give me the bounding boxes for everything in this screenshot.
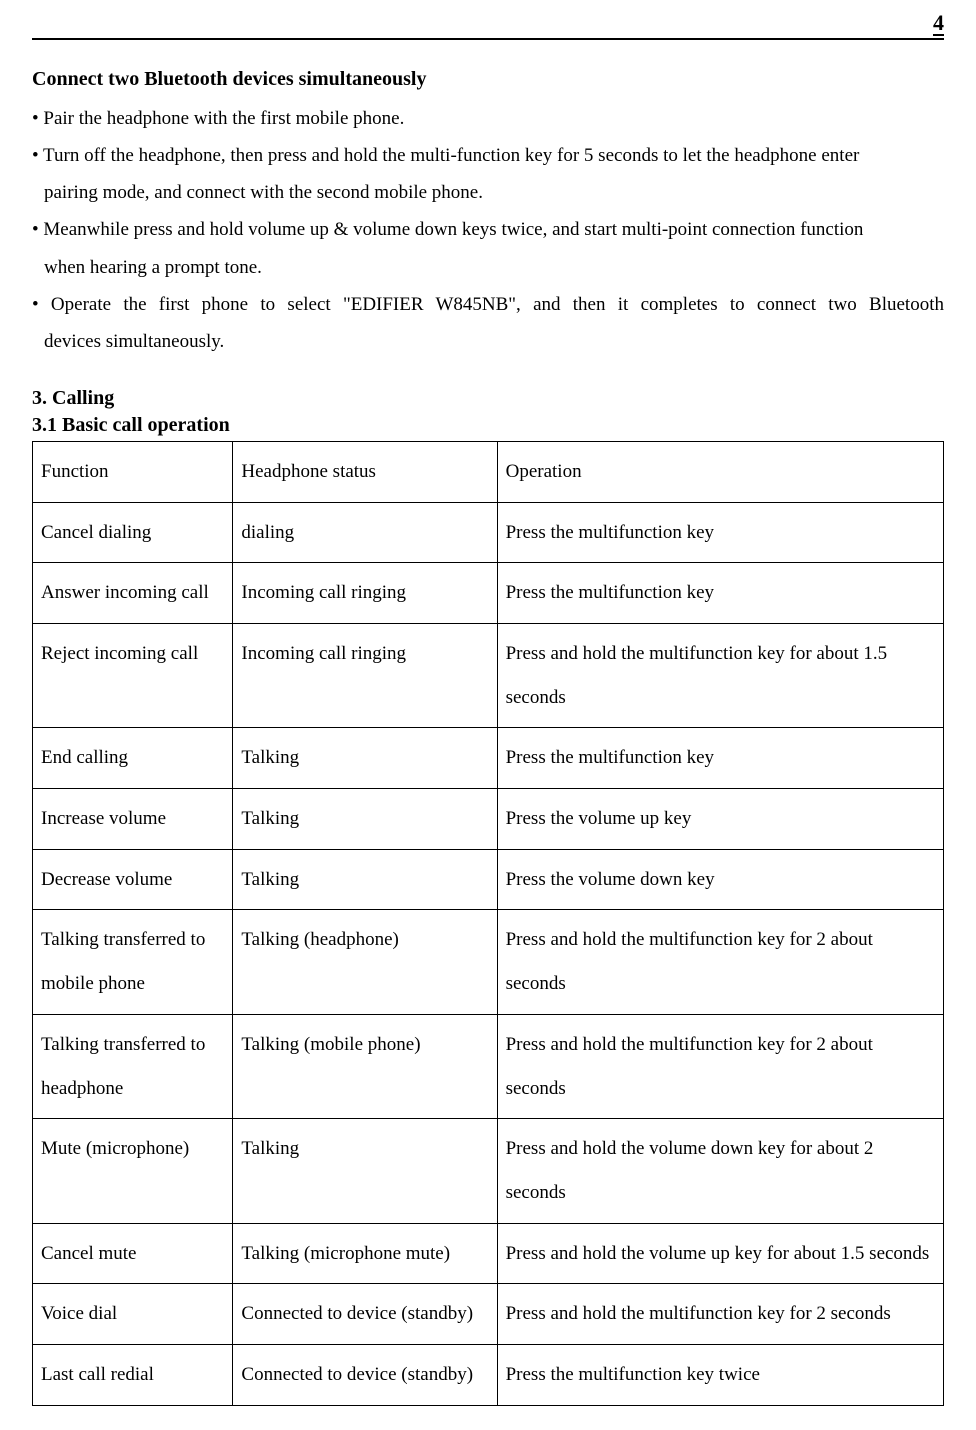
table-cell: Incoming call ringing <box>233 563 497 624</box>
table-cell: Press the volume up key <box>497 789 943 850</box>
table-cell: Talking (headphone) <box>233 910 497 1014</box>
table-row: Reject incoming callIncoming call ringin… <box>33 624 944 728</box>
bullet-item-cont: pairing mode, and connect with the secon… <box>32 175 944 210</box>
table-cell: Talking (mobile phone) <box>233 1014 497 1118</box>
table-cell: Press and hold the volume up key for abo… <box>497 1223 943 1284</box>
table-row: Last call redialConnected to device (sta… <box>33 1344 944 1405</box>
table-cell: Talking <box>233 849 497 910</box>
table-cell: Talking <box>233 728 497 789</box>
table-cell: Press the multifunction key <box>497 728 943 789</box>
table-header-cell: Operation <box>497 441 943 502</box>
table-row: Cancel dialingdialingPress the multifunc… <box>33 502 944 563</box>
page-number: 4 <box>933 10 944 36</box>
table-cell: Last call redial <box>33 1344 233 1405</box>
table-cell: Press the volume down key <box>497 849 943 910</box>
table-cell: Press and hold the multifunction key for… <box>497 910 943 1014</box>
table-cell: Voice dial <box>33 1284 233 1345</box>
table-header-cell: Function <box>33 441 233 502</box>
table-cell: Reject incoming call <box>33 624 233 728</box>
table-cell: Incoming call ringing <box>233 624 497 728</box>
section-heading-connect: Connect two Bluetooth devices simultaneo… <box>32 68 944 91</box>
table-row: Voice dialConnected to device (standby)P… <box>33 1284 944 1345</box>
table-cell: Connected to device (standby) <box>233 1344 497 1405</box>
table-row: Increase volumeTalkingPress the volume u… <box>33 789 944 850</box>
table-row: Mute (microphone)TalkingPress and hold t… <box>33 1119 944 1223</box>
table-row: Talking transferred to headphoneTalking … <box>33 1014 944 1118</box>
table-row: Cancel muteTalking (microphone mute)Pres… <box>33 1223 944 1284</box>
call-operation-table: FunctionHeadphone statusOperationCancel … <box>32 441 944 1406</box>
subsection-title-basic-call: 3.1 Basic call operation <box>32 414 944 437</box>
bullet-item: • Pair the headphone with the first mobi… <box>32 101 944 136</box>
bullet-item-cont: when hearing a prompt tone. <box>32 250 944 285</box>
table-row: Answer incoming callIncoming call ringin… <box>33 563 944 624</box>
table-cell: Press the multifunction key twice <box>497 1344 943 1405</box>
table-row: Talking transferred to mobile phoneTalki… <box>33 910 944 1014</box>
table-cell: Talking (microphone mute) <box>233 1223 497 1284</box>
section-title-calling: 3. Calling <box>32 387 944 410</box>
bullet-item: • Operate the first phone to select "EDI… <box>32 287 944 322</box>
table-cell: dialing <box>233 502 497 563</box>
table-cell: Talking transferred to headphone <box>33 1014 233 1118</box>
table-cell: Press and hold the multifunction key for… <box>497 1284 943 1345</box>
table-cell: End calling <box>33 728 233 789</box>
bullet-list: • Pair the headphone with the first mobi… <box>32 101 944 359</box>
table-cell: Talking <box>233 1119 497 1223</box>
table-cell: Talking <box>233 789 497 850</box>
table-cell: Decrease volume <box>33 849 233 910</box>
table-cell: Mute (microphone) <box>33 1119 233 1223</box>
table-cell: Increase volume <box>33 789 233 850</box>
table-cell: Cancel dialing <box>33 502 233 563</box>
table-cell: Press and hold the multifunction key for… <box>497 624 943 728</box>
table-cell: Press the multifunction key <box>497 563 943 624</box>
table-row: End callingTalkingPress the multifunctio… <box>33 728 944 789</box>
bullet-item-cont: devices simultaneously. <box>32 324 944 359</box>
table-cell: Press the multifunction key <box>497 502 943 563</box>
table-row: Decrease volumeTalkingPress the volume d… <box>33 849 944 910</box>
table-cell: Connected to device (standby) <box>233 1284 497 1345</box>
table-cell: Press and hold the volume down key for a… <box>497 1119 943 1223</box>
table-header-cell: Headphone status <box>233 441 497 502</box>
table-cell: Answer incoming call <box>33 563 233 624</box>
bullet-item: • Turn off the headphone, then press and… <box>32 138 944 173</box>
table-cell: Talking transferred to mobile phone <box>33 910 233 1014</box>
bullet-item: • Meanwhile press and hold volume up & v… <box>32 212 944 247</box>
table-row: FunctionHeadphone statusOperation <box>33 441 944 502</box>
header-rule: 4 <box>32 38 944 40</box>
table-cell: Cancel mute <box>33 1223 233 1284</box>
table-cell: Press and hold the multifunction key for… <box>497 1014 943 1118</box>
